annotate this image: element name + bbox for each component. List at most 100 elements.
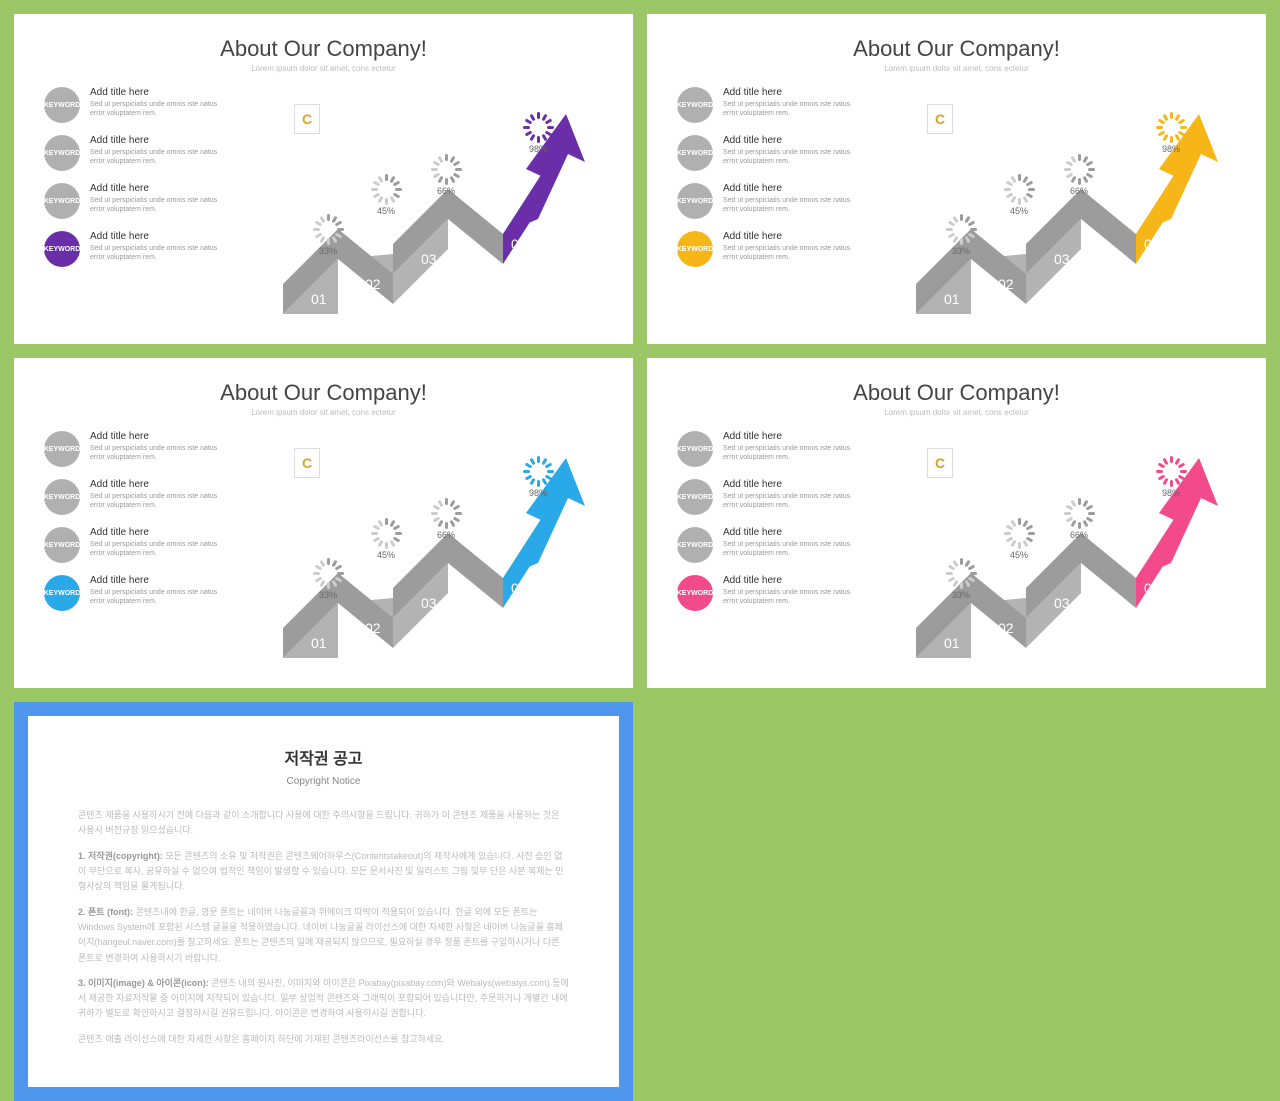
keyword-badge: KEYWORD — [677, 479, 713, 515]
item-desc: Sed ut perspiciatis unde omnis iste natu… — [90, 148, 230, 166]
item-title: Add title here — [723, 231, 863, 242]
notice-subtitle: Copyright Notice — [78, 773, 569, 790]
item-desc: Sed ut perspiciatis unde omnis iste natu… — [723, 196, 863, 214]
notice-p1: 1. 저작권(copyright): 모든 콘텐츠의 소유 및 저작권은 콘텐츠… — [78, 849, 569, 895]
percent-3: 66% — [431, 498, 461, 540]
svg-text:02: 02 — [365, 620, 381, 636]
keyword-item-2: KEYWORD Add title here Sed ut perspiciat… — [44, 479, 274, 515]
items-list: KEYWORD Add title here Sed ut perspiciat… — [677, 87, 907, 267]
keyword-badge: KEYWORD — [44, 87, 80, 123]
keyword-item-3: KEYWORD Add title here Sed ut perspiciat… — [677, 527, 907, 563]
svg-text:04: 04 — [1144, 236, 1160, 252]
arrow-chart: 01 02 03 04 33%45%66%98% — [916, 104, 1226, 324]
percent-3: 66% — [1064, 154, 1094, 196]
svg-text:03: 03 — [1054, 251, 1070, 267]
item-title: Add title here — [90, 87, 230, 98]
percent-1: 33% — [313, 558, 343, 600]
item-title: Add title here — [723, 575, 863, 586]
slide-4: About Our Company! Lorem ipsum dolor sit… — [647, 358, 1266, 688]
keyword-badge: KEYWORD — [44, 135, 80, 171]
item-desc: Sed ut perspiciatis unde omnis iste natu… — [723, 588, 863, 606]
notice-p4: 콘텐츠 매출 라이선스에 대한 자세한 사항은 홈페이지 하단에 기재된 콘텐츠… — [78, 1032, 569, 1047]
item-desc: Sed ut perspiciatis unde omnis iste natu… — [90, 244, 230, 262]
notice-p0: 콘텐츠 제품을 사용하시기 전에 다음과 같이 소개합니다 사용에 대한 주의사… — [78, 808, 569, 839]
keyword-badge: KEYWORD — [44, 527, 80, 563]
keyword-badge: KEYWORD — [44, 575, 80, 611]
svg-text:01: 01 — [944, 635, 960, 651]
keyword-item-4: KEYWORD Add title here Sed ut perspiciat… — [677, 231, 907, 267]
percent-3: 66% — [1064, 498, 1094, 540]
percent-2: 45% — [1004, 518, 1034, 560]
svg-text:04: 04 — [511, 580, 527, 596]
item-title: Add title here — [723, 183, 863, 194]
keyword-badge: KEYWORD — [677, 575, 713, 611]
keyword-item-2: KEYWORD Add title here Sed ut perspiciat… — [44, 135, 274, 171]
slide-title: About Our Company! — [44, 36, 603, 62]
item-title: Add title here — [723, 431, 863, 442]
keyword-badge: KEYWORD — [44, 183, 80, 219]
notice-p3: 3. 이미지(image) & 아이콘(icon): 콘텐츠 내의 원사진, 이… — [78, 976, 569, 1022]
svg-text:01: 01 — [944, 291, 960, 307]
keyword-item-3: KEYWORD Add title here Sed ut perspiciat… — [44, 183, 274, 219]
svg-text:04: 04 — [1144, 580, 1160, 596]
percent-1: 33% — [313, 214, 343, 256]
keyword-badge: KEYWORD — [677, 87, 713, 123]
percent-4: 98% — [1156, 456, 1186, 498]
arrow-chart: 01 02 03 04 33%45%66%98% — [283, 104, 593, 324]
item-title: Add title here — [723, 87, 863, 98]
item-desc: Sed ut perspiciatis unde omnis iste natu… — [90, 444, 230, 462]
item-title: Add title here — [90, 183, 230, 194]
slide-subtitle: Lorem ipsum dolor sit amet, cons ectetur — [44, 408, 603, 417]
keyword-badge: KEYWORD — [44, 231, 80, 267]
keyword-item-4: KEYWORD Add title here Sed ut perspiciat… — [677, 575, 907, 611]
keyword-item-2: KEYWORD Add title here Sed ut perspiciat… — [677, 135, 907, 171]
keyword-item-4: KEYWORD Add title here Sed ut perspiciat… — [44, 575, 274, 611]
keyword-badge: KEYWORD — [677, 135, 713, 171]
item-desc: Sed ut perspiciatis unde omnis iste natu… — [723, 540, 863, 558]
svg-text:03: 03 — [421, 595, 437, 611]
svg-text:01: 01 — [311, 291, 327, 307]
percent-2: 45% — [371, 518, 401, 560]
slide-3: About Our Company! Lorem ipsum dolor sit… — [14, 358, 633, 688]
item-title: Add title here — [90, 231, 230, 242]
notice-title: 저작권 공고 — [78, 746, 569, 773]
svg-text:02: 02 — [998, 276, 1014, 292]
slide-title: About Our Company! — [677, 36, 1236, 62]
keyword-badge: KEYWORD — [677, 431, 713, 467]
percent-4: 98% — [1156, 112, 1186, 154]
item-desc: Sed ut perspiciatis unde omnis iste natu… — [723, 244, 863, 262]
items-list: KEYWORD Add title here Sed ut perspiciat… — [677, 431, 907, 611]
svg-text:02: 02 — [365, 276, 381, 292]
slide-subtitle: Lorem ipsum dolor sit amet, cons ectetur — [677, 64, 1236, 73]
item-desc: Sed ut perspiciatis unde omnis iste natu… — [90, 100, 230, 118]
item-title: Add title here — [723, 479, 863, 490]
keyword-item-1: KEYWORD Add title here Sed ut perspiciat… — [44, 87, 274, 123]
svg-text:03: 03 — [421, 251, 437, 267]
keyword-item-1: KEYWORD Add title here Sed ut perspiciat… — [44, 431, 274, 467]
slide-1: About Our Company! Lorem ipsum dolor sit… — [14, 14, 633, 344]
keyword-badge: KEYWORD — [44, 431, 80, 467]
item-title: Add title here — [90, 527, 230, 538]
percent-1: 33% — [946, 214, 976, 256]
slide-subtitle: Lorem ipsum dolor sit amet, cons ectetur — [44, 64, 603, 73]
slide-subtitle: Lorem ipsum dolor sit amet, cons ectetur — [677, 408, 1236, 417]
item-title: Add title here — [90, 135, 230, 146]
item-desc: Sed ut perspiciatis unde omnis iste natu… — [723, 492, 863, 510]
slide-title: About Our Company! — [44, 380, 603, 406]
copyright-slide: 저작권 공고 Copyright Notice 콘텐츠 제품을 사용하시기 전에… — [14, 702, 633, 1101]
svg-text:01: 01 — [311, 635, 327, 651]
percent-4: 98% — [523, 112, 553, 154]
keyword-badge: KEYWORD — [677, 527, 713, 563]
percent-3: 66% — [431, 154, 461, 196]
keyword-item-4: KEYWORD Add title here Sed ut perspiciat… — [44, 231, 274, 267]
slide-title: About Our Company! — [677, 380, 1236, 406]
item-title: Add title here — [90, 479, 230, 490]
keyword-item-2: KEYWORD Add title here Sed ut perspiciat… — [677, 479, 907, 515]
items-list: KEYWORD Add title here Sed ut perspiciat… — [44, 431, 274, 611]
item-desc: Sed ut perspiciatis unde omnis iste natu… — [90, 540, 230, 558]
svg-text:04: 04 — [511, 236, 527, 252]
svg-text:03: 03 — [1054, 595, 1070, 611]
item-title: Add title here — [90, 431, 230, 442]
keyword-badge: KEYWORD — [44, 479, 80, 515]
keyword-item-1: KEYWORD Add title here Sed ut perspiciat… — [677, 431, 907, 467]
